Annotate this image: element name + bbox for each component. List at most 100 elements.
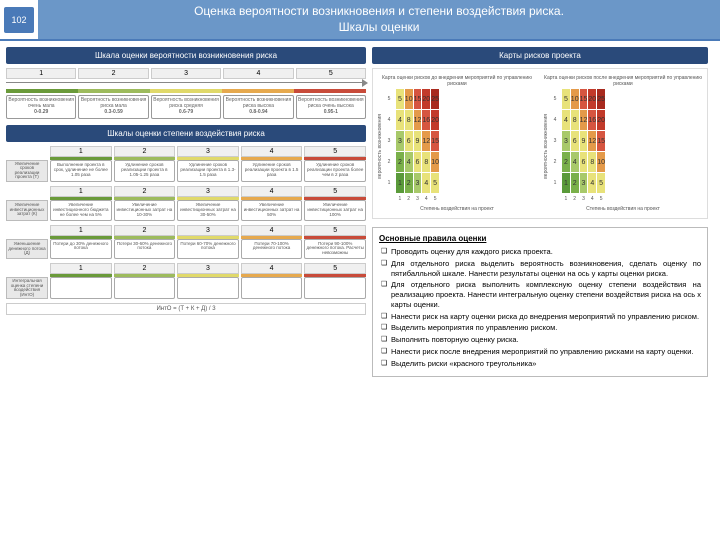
map-cell: 16 [588, 110, 596, 130]
map-cell: 4 [405, 152, 413, 172]
impact-box: Потери 70-100% денежного потока [241, 239, 303, 260]
right-column: Карты рисков проекта Карта оценки рисков… [372, 47, 708, 377]
prob-box: Вероятность возникновения риска высока0.… [223, 95, 293, 119]
map-cell: 8 [422, 152, 430, 172]
scale-number: 4 [241, 146, 303, 157]
map-cell: 9 [580, 131, 588, 151]
map-cell: 12 [422, 131, 430, 151]
map-cell: 4 [571, 152, 579, 172]
map-cell: 15 [431, 131, 439, 151]
prob-scale-boxes: Вероятность возникновения очень мала0-0.… [6, 95, 366, 119]
map-cell: 8 [588, 152, 596, 172]
x-tick: 2 [405, 194, 413, 204]
y-axis-label: вероятность возникновения [377, 114, 383, 179]
rule-item: Нанести риск на карту оценки риска до вн… [381, 312, 701, 322]
y-tick: 2 [549, 152, 561, 172]
scale-number: 2 [78, 68, 148, 79]
map-cell: 2 [405, 173, 413, 193]
y-tick: 2 [383, 152, 395, 172]
map-cell: 4 [396, 110, 404, 130]
map-cell: 12 [414, 110, 422, 130]
impact-groups: 12345Увеличение сроков реализации проект… [6, 146, 366, 300]
prob-box: Вероятность возникновения риска очень вы… [296, 95, 366, 119]
impact-box: Выполнение проекта в срок, удлинение не … [50, 160, 112, 182]
x-tick: 5 [597, 194, 605, 204]
impact-box: Увеличение инвестиционных затрат на 10-3… [114, 200, 176, 221]
scale-number: 1 [50, 146, 112, 157]
scale-number: 1 [50, 186, 112, 197]
page-number: 102 [4, 7, 34, 33]
title-line-2: Шкалы оценки [46, 20, 712, 36]
risk-map-right: Карта оценки рисков после внедрения меро… [543, 75, 703, 212]
map-cell: 4 [562, 110, 570, 130]
prob-box: Вероятность возникновения риска мала0.3-… [78, 95, 148, 119]
map-cell: 5 [597, 173, 605, 193]
map-cell: 1 [562, 173, 570, 193]
map-cell: 3 [580, 173, 588, 193]
map-cell: 25 [597, 89, 605, 109]
rules-box: Основные правила оценки Проводить оценку… [372, 227, 708, 377]
map-left-grid: 5510152025448121620336912152246810112345… [383, 89, 439, 204]
map-cell: 8 [571, 110, 579, 130]
prob-scale-header: Шкала оценки вероятности возникновения р… [6, 47, 366, 64]
prob-scale-bar [6, 89, 366, 93]
map-cell: 3 [396, 131, 404, 151]
prob-scale-numbers: 12345 [6, 68, 366, 79]
scale-number: 4 [241, 186, 303, 197]
scale-number: 2 [114, 263, 176, 274]
scale-number: 4 [223, 68, 293, 79]
map-cell: 4 [422, 173, 430, 193]
impact-box: Потери 60-70% денежного потока [177, 239, 239, 260]
rule-item: Для отдельного риска выделить вероятност… [381, 259, 701, 279]
x-tick: 2 [571, 194, 579, 204]
map-cell: 3 [562, 131, 570, 151]
top-bar: 102 Оценка вероятности возникновения и с… [0, 0, 720, 41]
rule-item: Выполнить повторную оценку риска. [381, 335, 701, 345]
map-cell: 15 [597, 131, 605, 151]
formula: ИнтО = (Т + К + Д) / 3 [6, 303, 366, 315]
x-tick: 3 [580, 194, 588, 204]
rules-title: Основные правила оценки [379, 234, 701, 243]
x-axis-label: Степень воздействия на проект [377, 206, 537, 212]
map-cell: 16 [422, 110, 430, 130]
scale-number: 5 [296, 68, 366, 79]
bar-segment [150, 89, 222, 93]
y-tick: 1 [549, 173, 561, 193]
map-cell: 6 [571, 131, 579, 151]
x-tick: 1 [562, 194, 570, 204]
map-cell: 9 [414, 131, 422, 151]
map-cell: 10 [431, 152, 439, 172]
map-cell: 20 [422, 89, 430, 109]
map-cell: 20 [431, 110, 439, 130]
y-tick: 5 [383, 89, 395, 109]
maps-header: Карты рисков проекта [372, 47, 708, 64]
bar-segment [294, 89, 366, 93]
map-cell: 4 [588, 173, 596, 193]
rules-list: Проводить оценку для каждого риска проек… [379, 247, 701, 368]
maps-wrap: Карта оценки рисков до внедрения меропри… [372, 68, 708, 219]
x-tick: 4 [588, 194, 596, 204]
impact-box: Потери 30-60% денежного потока [114, 239, 176, 260]
map-cell: 2 [562, 152, 570, 172]
impact-box: Удлинение сроков реализации проекта в 1.… [114, 160, 176, 182]
scale-number: 3 [177, 146, 239, 157]
map-right-title: Карта оценки рисков после внедрения меро… [543, 75, 703, 87]
scale-number: 3 [177, 263, 239, 274]
rule-item: Выделить мероприятия по управлению риско… [381, 323, 701, 333]
impact-box: Увеличение инвестиционного бюджета не бо… [50, 200, 112, 221]
x-tick: 3 [414, 194, 422, 204]
scale-number: 4 [241, 225, 303, 236]
map-cell: 2 [396, 152, 404, 172]
impact-box: Увеличение инвестиционных затрат на 30-5… [177, 200, 239, 221]
bar-segment [222, 89, 294, 93]
impact-label: Увеличение сроков реализации проекта (Т) [6, 160, 48, 182]
y-tick: 4 [383, 110, 395, 130]
impact-box: Потери до 30% денежного потока [50, 239, 112, 260]
map-cell: 8 [405, 110, 413, 130]
risk-map-left: Карта оценки рисков до внедрения меропри… [377, 75, 537, 212]
rule-item: Проводить оценку для каждого риска проек… [381, 247, 701, 257]
page-title: Оценка вероятности возникновения и степе… [38, 0, 720, 39]
impact-box [114, 277, 176, 299]
map-cell: 15 [580, 89, 588, 109]
impact-label: Уменьшение денежного потока (Д) [6, 239, 48, 260]
